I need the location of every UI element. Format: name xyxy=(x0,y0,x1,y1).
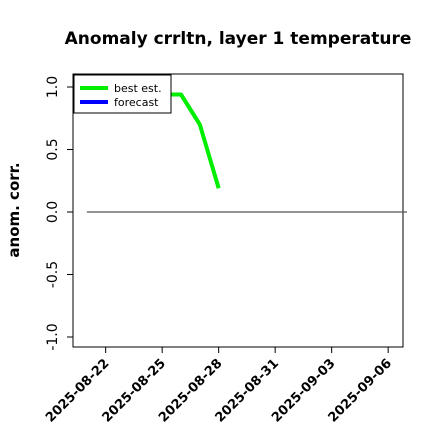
y-axis-label: anom. corr. xyxy=(5,162,23,257)
y-tick-label: 1.0 xyxy=(45,76,61,98)
chart-title: Anomaly crrltn, layer 1 temperature xyxy=(65,29,412,49)
y-tick-label: 0.0 xyxy=(45,201,61,223)
legend-box xyxy=(73,74,172,114)
legend-label-best-est: best est. xyxy=(114,82,162,95)
legend-label-forecast: forecast xyxy=(114,96,159,109)
y-tick-label: 0.5 xyxy=(45,138,61,160)
x-axis: 2025-08-222025-08-252025-08-282025-08-31… xyxy=(43,347,395,426)
y-tick-label: -1.0 xyxy=(45,323,61,350)
legend: best est. forecast xyxy=(73,74,172,114)
plot-area xyxy=(72,73,404,348)
y-axis: -1.0 -0.5 0.0 0.5 1.0 xyxy=(45,76,73,351)
y-tick-label: -0.5 xyxy=(45,261,61,288)
